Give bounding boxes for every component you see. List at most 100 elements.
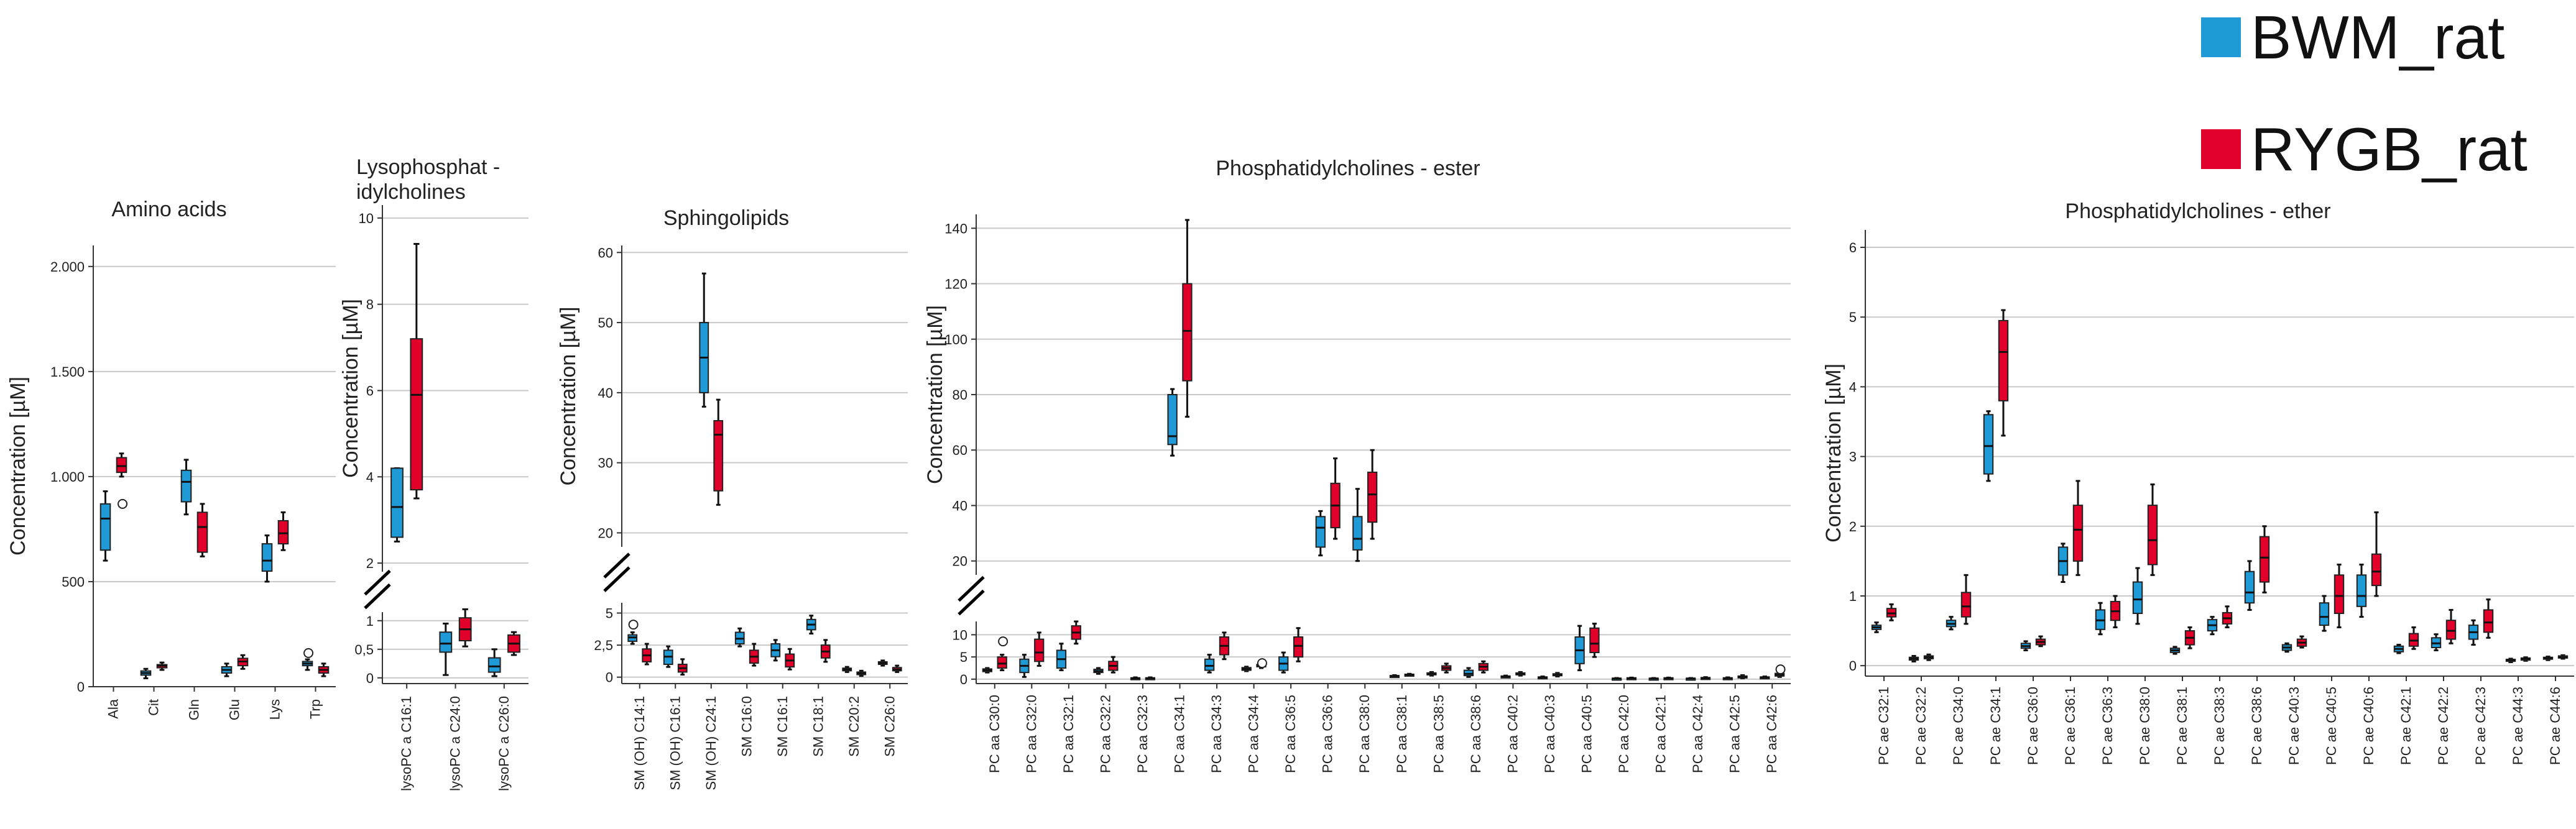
y-tick-label: 60 (953, 442, 967, 458)
y-tick-label: 2,5 (594, 638, 613, 653)
x-tick-label: PC aa C42:5 (1727, 695, 1743, 773)
axis-break-mark (958, 575, 985, 602)
x-tick-label: SM C16:1 (775, 696, 790, 757)
chart-panel-3: Phosphatidylcholines - ester Concentratio… (923, 157, 1791, 773)
axis-break-mark (364, 569, 391, 596)
box-bwm-box (2132, 581, 2143, 615)
box-bwm-box (390, 467, 404, 538)
box-rygb-outlier (118, 498, 128, 509)
y-tick-label: 4 (366, 469, 374, 485)
chart-title: Lysophosphat - (356, 155, 500, 179)
y-tick-label: 80 (953, 387, 967, 403)
legend-label-bwm: BWM_rat (2251, 2, 2505, 71)
box-rygb-box (1998, 319, 2009, 401)
x-tick-label: PC ae C44:3 (2510, 687, 2526, 765)
box-rygb-box (2147, 505, 2158, 566)
x-tick-label: PC ae C34:0 (1950, 687, 1966, 765)
x-tick-label: PC aa C42:0 (1616, 695, 1632, 773)
x-tick-label: Gln (187, 699, 202, 720)
axis-break-mark (364, 583, 391, 610)
y-tick-label: 0,5 (354, 642, 374, 657)
y-tick-label: 0 (366, 671, 374, 686)
x-tick-label: PC aa C32:1 (1061, 695, 1076, 773)
x-tick-label: PC aa C38:5 (1431, 695, 1446, 773)
y-tick-label: 100 (944, 332, 967, 347)
y-tick-label: 10 (359, 211, 374, 226)
box-bwm-box (487, 657, 501, 673)
x-tick-label: PC ae C34:1 (1988, 687, 2003, 765)
box-bwm-outlier (303, 648, 314, 658)
x-tick-label: PC aa C40:2 (1505, 695, 1520, 773)
y-tick-label: 1 (1849, 589, 1857, 604)
x-tick-label: PC ae C36:0 (2025, 687, 2041, 765)
box-rygb-box (2371, 553, 2382, 587)
y-tick-label: 1 (366, 613, 374, 629)
box-rygb-box (1960, 592, 1972, 618)
y-tick-label: 2 (1849, 519, 1857, 534)
y-tick-label: 0 (960, 672, 967, 687)
x-tick-label: PC ae C32:1 (1876, 687, 1891, 765)
box-rygb-box (1589, 627, 1600, 654)
x-tick-label: PC ae C40:6 (2361, 687, 2376, 765)
legend-swatch-rygb (2201, 129, 2241, 169)
axis-break-mark (958, 589, 985, 616)
x-tick-label: SM (OH) C16:1 (667, 696, 683, 790)
box-rygb-box (1034, 638, 1045, 662)
y-tick-label: 2 (366, 556, 374, 571)
box-bwm-box (1983, 414, 1994, 475)
x-tick-label: PC aa C32:0 (1023, 695, 1039, 773)
box-bwm-box (439, 631, 453, 653)
x-tick-label: Trp (308, 699, 323, 719)
y-axis-label: Concentration [µM] (1822, 364, 1845, 543)
x-tick-label: PC ae C42:1 (2398, 687, 2414, 765)
x-tick-label: lysoPC a C16:1 (399, 696, 414, 791)
chart-title: Phosphatidylcholines - ether (2065, 199, 2330, 223)
box-bwm-box (1204, 658, 1215, 671)
box-bwm-box (1167, 394, 1178, 446)
x-tick-label: PC aa C32:2 (1097, 695, 1113, 773)
y-tick-label: 5 (960, 649, 967, 665)
chart-panel-2: Sphingolipids Concentration [µM] 0 2,5 5 20 30… (556, 206, 908, 790)
y-tick-label: 140 (944, 221, 967, 236)
box-rygb-box (410, 338, 423, 491)
x-tick-label: PC ae C32:2 (1913, 687, 1929, 765)
x-tick-label: PC aa C36:6 (1320, 695, 1336, 773)
box-rygb-box (2483, 609, 2494, 633)
axis-break-mark (603, 552, 630, 579)
box-bwm-box (99, 503, 111, 551)
x-tick-label: PC aa C40:5 (1579, 695, 1595, 773)
y-tick-label: 6 (1849, 240, 1857, 255)
y-tick-label: 20 (598, 525, 613, 541)
y-tick-label: 3 (1849, 449, 1857, 465)
y-tick-label: 120 (944, 277, 967, 292)
chart-title: Phosphatidylcholines - ester (1216, 157, 1480, 180)
y-tick-label: 10 (953, 627, 967, 643)
x-tick-label: PC aa C32:3 (1135, 695, 1150, 773)
y-tick-label: 4 (1849, 379, 1857, 395)
x-tick-label: Cit (146, 699, 162, 716)
x-tick-label: PC aa C36:5 (1283, 695, 1298, 773)
box-bwm-box (180, 469, 192, 503)
axis-break-mark (603, 566, 630, 592)
box-rygb-box (2445, 620, 2457, 640)
box-rygb-outlier (1257, 658, 1267, 669)
y-tick-label: 5 (1849, 309, 1857, 325)
box-rygb-box (116, 457, 127, 474)
box-rygb-box (196, 511, 208, 553)
box-rygb-box (2334, 574, 2345, 615)
box-rygb-box (1182, 283, 1193, 382)
chart-title: Sphingolipids (663, 206, 789, 230)
x-tick-label: SM C16:0 (739, 696, 754, 757)
y-tick-label: 0 (1849, 658, 1857, 674)
box-bwm-box (1315, 516, 1326, 548)
x-tick-label: PC aa C40:3 (1542, 695, 1558, 773)
y-tick-label: 30 (598, 456, 613, 471)
x-tick-label: SM C20:2 (846, 696, 862, 757)
box-bwm-box (2244, 570, 2255, 604)
chart-panel-1: Lysophosphat -idylcholines Concentration … (339, 155, 529, 791)
x-tick-label: SM (OH) C14:1 (632, 696, 647, 790)
y-tick-label: 1.500 (50, 364, 85, 380)
x-tick-label: PC aa C38:6 (1468, 695, 1484, 773)
y-tick-label: 1.000 (50, 469, 85, 485)
